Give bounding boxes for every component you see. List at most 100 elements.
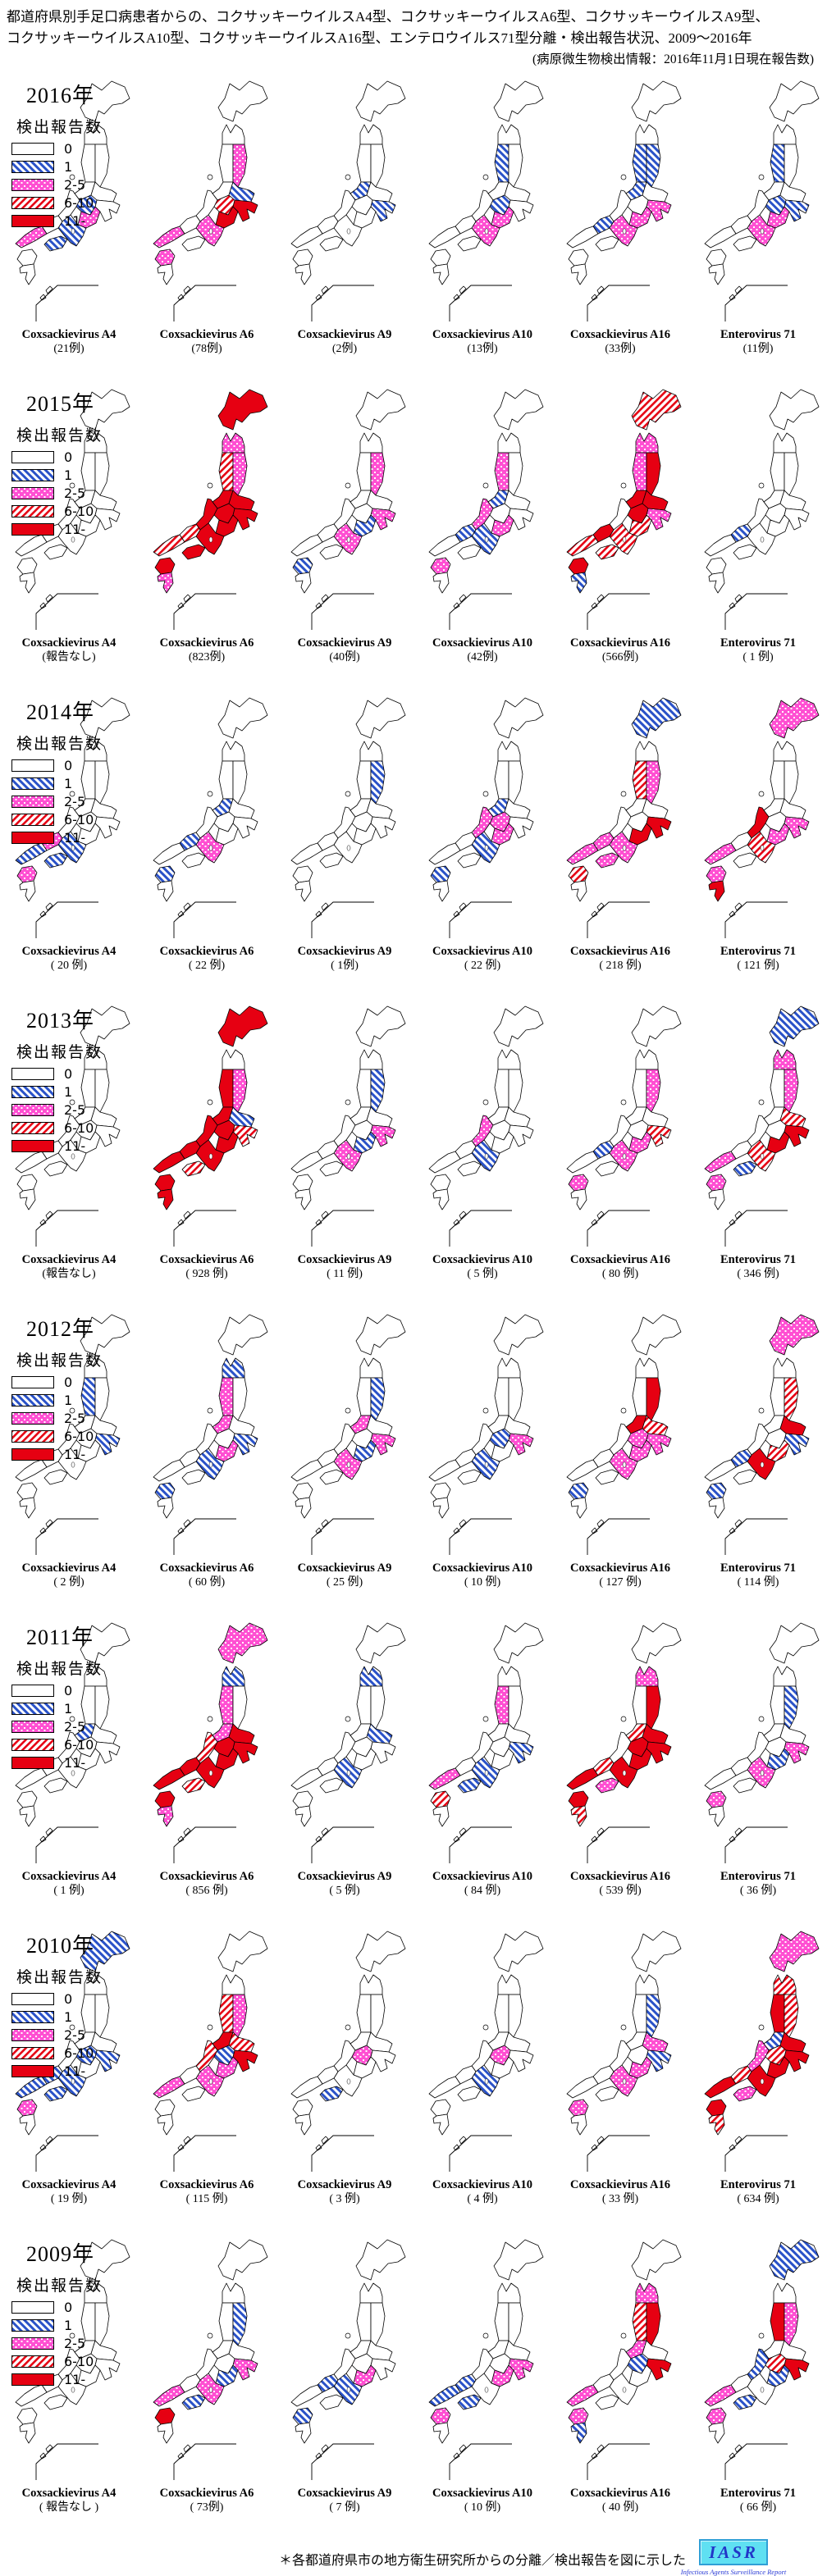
region-kyushu_n: [706, 865, 727, 883]
region-aomori: [635, 1049, 659, 1070]
region-aomori: [359, 432, 383, 454]
region-chugoku_w: [704, 226, 737, 248]
virus-count: ( 66 例): [739, 2501, 777, 2514]
region-okinawa: [591, 1210, 605, 1226]
map-cell-2013-coxsackievirus-a6: Coxsackievirus A6 ( 928 例): [138, 996, 276, 1304]
region-kyushu_n: [16, 557, 38, 575]
map-caption: Coxsackievirus A6 (78例): [133, 327, 281, 357]
figure-title: 都道府県別手足口病患者からの、コクサッキーウイルスA4型、コクサッキーウイルスA…: [0, 0, 827, 70]
okinawa-inset-border: [173, 1826, 236, 1863]
map-cell-2011-coxsackievirus-a4: Coxsackievirus A4 ( 1 例): [0, 1612, 138, 1921]
map-cell-2011-coxsackievirus-a16: Coxsackievirus A16 ( 539 例): [551, 1612, 689, 1921]
map-cell-2014-coxsackievirus-a9: Coxsackievirus A9 ( 1例): [276, 687, 414, 996]
okinawa-inset-border: [311, 2135, 374, 2172]
region-chugoku_w: [704, 1767, 737, 1790]
map-cell-2015-coxsackievirus-a16: Coxsackievirus A16 (566例): [551, 379, 689, 687]
region-shikoku: [43, 2394, 68, 2410]
sado-island: [482, 1099, 489, 1106]
virus-count: (報告なし): [42, 1268, 96, 1281]
region-kyushu_s: [295, 1805, 312, 1827]
region-kyushu_n: [568, 557, 589, 575]
virus-name: Enterovirus 71: [720, 2178, 796, 2191]
virus-name: Coxsackievirus A4: [21, 328, 117, 341]
legend-label: 6-10: [64, 1119, 94, 1136]
region-kyushu_n: [568, 1482, 589, 1500]
region-chugoku_w: [566, 226, 599, 248]
region-hokkaido: [80, 1005, 130, 1047]
region-chugoku_w: [153, 534, 185, 557]
year-label: 2013年: [26, 1009, 95, 1033]
region-shikoku: [733, 2394, 757, 2410]
region-shikoku: [457, 1160, 482, 1177]
legend-swatch-11-: [11, 1756, 54, 1769]
region-shikoku: [43, 544, 68, 560]
map-cell-2010-coxsackievirus-a16: Coxsackievirus A16 ( 33 例): [551, 1921, 689, 2229]
virus-name: Coxsackievirus A6: [159, 1870, 254, 1883]
virus-name: Coxsackievirus A9: [297, 636, 392, 650]
region-aomori: [773, 124, 797, 145]
map-cell-2010-coxsackievirus-a6: Coxsackievirus A6 ( 115 例): [138, 1921, 276, 2229]
sado-island: [620, 2024, 627, 2031]
map-cell-2014-coxsackievirus-a16: Coxsackievirus A16 ( 218 例): [551, 687, 689, 996]
region-tohoku_w: [356, 1069, 372, 1108]
region-okinawa: [591, 1827, 605, 1843]
region-tohoku_w: [632, 1069, 647, 1108]
virus-count: ( 11 例): [327, 1268, 363, 1281]
region-kyushu_s: [432, 2422, 450, 2444]
region-kyushu_n: [154, 865, 176, 883]
okinawa-inset-border: [587, 285, 650, 321]
region-hokkaido: [355, 1622, 406, 1664]
region-kyushu_n: [430, 248, 451, 267]
virus-name: Coxsackievirus A16: [569, 1562, 671, 1575]
region-shikoku: [319, 1160, 344, 1177]
sado-island: [482, 791, 489, 797]
region-chugoku_w: [290, 534, 323, 557]
year-label: 2014年: [26, 700, 95, 724]
region-aomori: [773, 2282, 797, 2304]
map-caption: Coxsackievirus A9( 25 例): [271, 1561, 418, 1590]
japan-map-2013-coxsackievirus-a10: [428, 1005, 544, 1247]
year-label: 2010年: [26, 1934, 95, 1958]
legend-swatch-11-: [11, 214, 54, 227]
map-cell-2016-enterovirus-71: Enterovirus 71 (11例): [689, 71, 827, 379]
map-caption: Coxsackievirus A6( 60 例): [133, 1561, 281, 1590]
region-okinawa: [453, 594, 467, 609]
region-aomori: [222, 1049, 245, 1070]
region-hokkaido: [80, 80, 130, 122]
sado-island: [345, 2332, 351, 2339]
legend-swatch-0: [11, 1684, 54, 1697]
region-tohoku_e: [646, 1377, 661, 1421]
map-caption: Coxsackievirus A9 (40例): [271, 636, 418, 665]
sado-island: [207, 1407, 213, 1414]
virus-count: ( 1例): [331, 960, 359, 973]
region-aomori: [497, 2282, 521, 2304]
legend: 検出報告数 0 1 2-5 6-10 11-: [11, 423, 103, 537]
region-okinawa: [177, 902, 191, 918]
region-kyushu_n: [16, 1174, 38, 1192]
legend-label: 2-5: [64, 1718, 86, 1735]
map-cell-2013-enterovirus-71: Enterovirus 71 ( 346 例): [689, 996, 827, 1304]
region-kyushu_s: [295, 1497, 312, 1519]
legend-item-11-: 11-: [11, 2063, 103, 2079]
lake-biwa: [622, 536, 627, 543]
region-kyushu_n: [292, 557, 313, 575]
okinawa-inset-border: [173, 901, 236, 938]
region-aomori: [84, 432, 107, 454]
okinawa-inset-border: [449, 1826, 512, 1863]
region-tohoku_w: [494, 452, 509, 491]
region-aomori: [773, 1666, 797, 1687]
legend-swatch-0: [11, 759, 54, 772]
region-aomori: [497, 1049, 521, 1070]
region-chugoku_w: [704, 2384, 737, 2407]
region-okinawa: [315, 1210, 329, 1226]
region-aomori: [222, 1666, 245, 1687]
okinawa-inset-border: [724, 2443, 788, 2480]
legend: 検出報告数 0 1 2-5 6-10 11-: [11, 1965, 103, 2079]
legend-label: 0: [64, 449, 73, 465]
virus-count: (823例): [188, 651, 226, 664]
legend-label: 0: [64, 1682, 73, 1698]
legend-swatch-11-: [11, 2064, 54, 2077]
region-shikoku: [43, 852, 68, 869]
region-kyushu_s: [295, 2113, 312, 2136]
region-aomori: [773, 432, 797, 454]
